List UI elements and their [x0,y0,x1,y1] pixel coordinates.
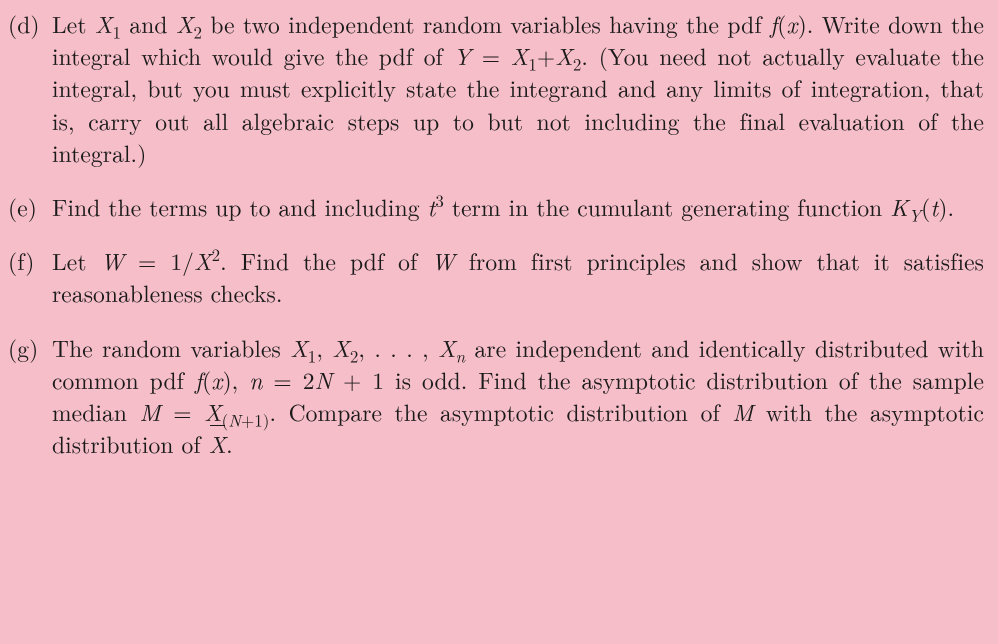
item-label: (d) [6,8,52,169]
item-label: (g) [6,332,52,461]
item-body: The random variables X1, X2, . . . , Xn … [52,332,984,461]
item-label: (f) [6,245,52,309]
problem-item-d: (d) Let X1 and X2 be two independent ran… [6,8,984,169]
item-body: Find the terms up to and including t3 te… [52,191,984,223]
item-body: Let W = 1/X2. Find the pdf of W from fir… [52,245,984,309]
problem-item-f: (f) Let W = 1/X2. Find the pdf of W from… [6,245,984,309]
problem-item-e: (e) Find the terms up to and including t… [6,191,984,223]
item-body: Let X1 and X2 be two independent random … [52,8,984,169]
item-label: (e) [6,191,52,223]
problem-item-g: (g) The random variables X1, X2, . . . ,… [6,332,984,461]
